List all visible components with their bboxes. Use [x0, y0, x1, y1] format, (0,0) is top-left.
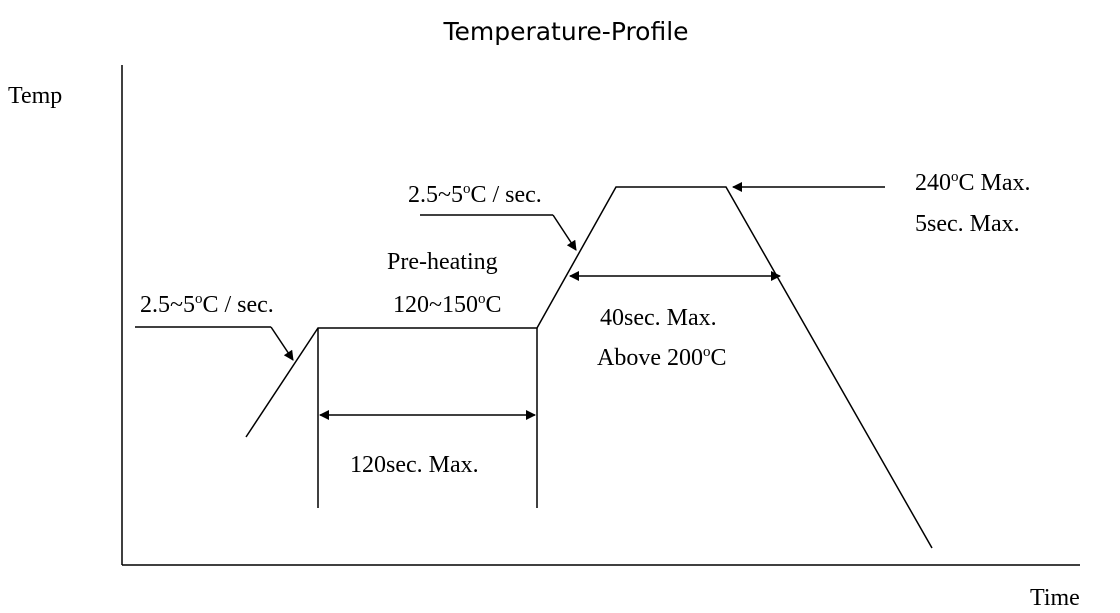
ramp-upper: 2.5~5oC / sec. [408, 181, 542, 208]
x-label: Time [1030, 585, 1080, 611]
title: Temperature-Profile [442, 17, 688, 46]
preheat-time: 120sec. Max. [350, 452, 479, 478]
peak-temp: 240oC Max. [915, 169, 1031, 196]
reflow-above: Above 200oC [597, 344, 727, 371]
reflow-time: 40sec. Max. [600, 305, 717, 331]
profile-curve [245, 186, 933, 549]
leader-arrow [270, 326, 294, 361]
ramp-left: 2.5~5oC / sec. [140, 291, 274, 318]
leader-arrow [552, 214, 577, 251]
preheat-name: Pre-heating [387, 249, 498, 275]
y-label: Temp [8, 83, 62, 109]
preheat-temp: 120~150oC [393, 291, 502, 318]
peak-time: 5sec. Max. [915, 211, 1020, 237]
